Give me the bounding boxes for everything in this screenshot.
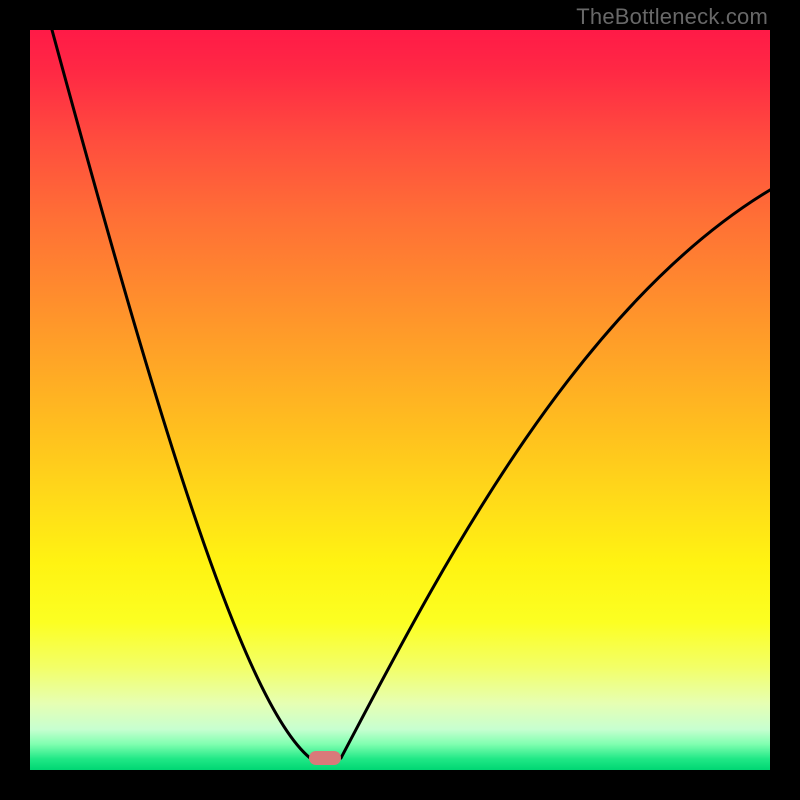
minimum-marker [309, 751, 341, 765]
gradient-background [30, 30, 770, 770]
plot-area [30, 30, 770, 770]
chart-frame: TheBottleneck.com [0, 0, 800, 800]
chart-svg [30, 30, 770, 770]
watermark-text: TheBottleneck.com [576, 4, 768, 30]
border-bottom [0, 770, 800, 800]
border-left [0, 0, 30, 800]
border-right [770, 0, 800, 800]
